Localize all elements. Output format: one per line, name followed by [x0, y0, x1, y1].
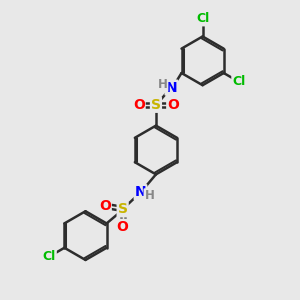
Text: H: H: [145, 189, 154, 202]
Text: Cl: Cl: [232, 75, 245, 88]
Text: O: O: [117, 220, 129, 234]
Text: H: H: [158, 78, 167, 91]
Text: S: S: [118, 202, 128, 216]
Text: Cl: Cl: [43, 250, 56, 263]
Text: Cl: Cl: [196, 12, 209, 26]
Text: O: O: [133, 98, 145, 112]
Text: S: S: [151, 98, 161, 112]
Text: O: O: [167, 98, 179, 112]
Text: O: O: [99, 200, 111, 214]
Text: N: N: [166, 81, 177, 94]
Text: N: N: [135, 185, 146, 199]
